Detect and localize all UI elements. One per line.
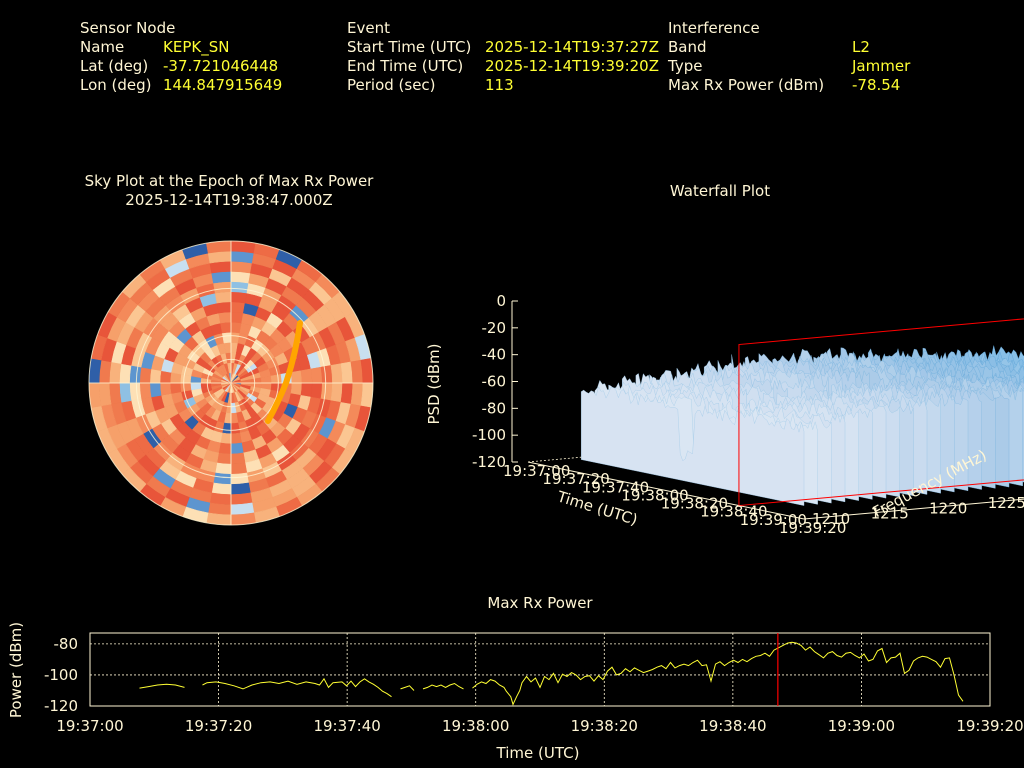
waterfall-epoch-plane bbox=[738, 318, 1024, 507]
event-end-value: 2025-12-14T19:39:20Z bbox=[485, 57, 659, 75]
waterfall-psd-tick-label: -100 bbox=[472, 426, 506, 444]
event-period-label: Period (sec) bbox=[347, 76, 436, 94]
max-rx-trace-segment bbox=[400, 685, 415, 691]
max-rx-x-tick-label: 19:38:00 bbox=[442, 717, 509, 735]
sky-plot-cells bbox=[89, 241, 373, 525]
max-rx-y-tick-label: -80 bbox=[54, 635, 79, 653]
sky-plot-title: Sky Plot at the Epoch of Max Rx Power bbox=[84, 172, 374, 190]
waterfall-time-tick-label: 19:38:00 bbox=[621, 486, 688, 504]
max-rx-trace-segment bbox=[202, 677, 392, 698]
waterfall-title: Waterfall Plot bbox=[669, 182, 771, 200]
max-rx-y-axis-label: Power (dBm) bbox=[7, 622, 25, 718]
max-rx-y-tick-label: -100 bbox=[44, 666, 78, 684]
sensor-name-label: Name bbox=[80, 38, 125, 56]
max-rx-x-tick-label: 19:37:20 bbox=[185, 717, 252, 735]
sensor-lon-value: 144.847915649 bbox=[163, 76, 283, 94]
waterfall-time-tick-label: 19:37:20 bbox=[542, 470, 609, 488]
max-rx-trace-segment bbox=[422, 682, 464, 690]
interference-maxrx-value: -78.54 bbox=[852, 76, 901, 94]
waterfall-frequency-tick-label: 1210 bbox=[812, 510, 850, 528]
event-end-label: End Time (UTC) bbox=[347, 57, 464, 75]
waterfall-psd-tick-label: -20 bbox=[482, 319, 507, 337]
waterfall-frequency-tick-label: 1225 bbox=[988, 494, 1024, 512]
sensor-lat-label: Lat (deg) bbox=[80, 57, 149, 75]
interference-band-value: L2 bbox=[852, 38, 870, 56]
event-title: Event bbox=[347, 19, 390, 37]
waterfall-psd-tick-label: -80 bbox=[482, 399, 507, 417]
event-start-value: 2025-12-14T19:37:27Z bbox=[485, 38, 659, 56]
waterfall-psd-tick-label: 0 bbox=[496, 292, 506, 310]
max-rx-x-axis-label: Time (UTC) bbox=[496, 744, 580, 762]
waterfall-psd-tick-label: -60 bbox=[482, 373, 507, 391]
interference-title: Interference bbox=[668, 19, 760, 37]
waterfall-time-tick-label: 19:38:20 bbox=[661, 495, 728, 513]
sensor-name-value: KEPK_SN bbox=[163, 38, 230, 56]
max-rx-grid bbox=[90, 633, 990, 706]
max-rx-x-tick-label: 19:39:20 bbox=[956, 717, 1023, 735]
waterfall-psd-tick-label: -120 bbox=[472, 453, 506, 471]
sensor-lon-label: Lon (deg) bbox=[80, 76, 152, 94]
waterfall-frequency-axis bbox=[803, 498, 1024, 520]
waterfall-frequency-tick-label: 1215 bbox=[871, 505, 909, 523]
max-rx-trace-segment bbox=[953, 674, 964, 702]
satellite-track bbox=[265, 320, 303, 424]
event-period-value: 113 bbox=[485, 76, 514, 94]
max-rx-trace bbox=[139, 641, 964, 706]
interference-type-value: Jammer bbox=[852, 57, 911, 75]
max-rx-x-tick-label: 19:39:00 bbox=[828, 717, 895, 735]
waterfall-time-axis bbox=[527, 461, 805, 520]
max-rx-x-tick-label: 19:37:40 bbox=[313, 717, 380, 735]
waterfall-time-tick-label: 19:37:00 bbox=[503, 462, 570, 480]
waterfall-epoch-marker bbox=[738, 318, 1024, 507]
max-rx-y-tick-label: -120 bbox=[44, 697, 78, 715]
max-rx-trace-segment bbox=[472, 641, 955, 706]
waterfall-psd-axis-label: PSD (dBm) bbox=[425, 343, 443, 424]
waterfall-time-tick-label: 19:39:00 bbox=[740, 511, 807, 529]
event-start-label: Start Time (UTC) bbox=[347, 38, 472, 56]
waterfall-time-tick-label: 19:38:40 bbox=[700, 503, 767, 521]
interference-maxrx-label: Max Rx Power (dBm) bbox=[668, 76, 825, 94]
max-rx-x-tick-label: 19:38:20 bbox=[571, 717, 638, 735]
interference-type-label: Type bbox=[668, 57, 703, 75]
sensor-lat-value: -37.721046448 bbox=[163, 57, 279, 75]
waterfall-time-tick-label: 19:37:40 bbox=[582, 478, 649, 496]
sky-plot-subtitle: 2025-12-14T19:38:47.000Z bbox=[125, 191, 333, 209]
max-rx-plot-frame bbox=[89, 632, 991, 707]
sky-plot-grid bbox=[88, 240, 374, 526]
waterfall-frequency-tick-label: 1220 bbox=[929, 499, 967, 517]
sensor-node-title: Sensor Node bbox=[80, 19, 176, 37]
sky-plot-satellite-track bbox=[265, 320, 303, 424]
max-rx-x-tick-label: 19:37:00 bbox=[56, 717, 123, 735]
waterfall-time-tick-label: 19:39:20 bbox=[779, 519, 846, 537]
waterfall-psd-tick-label: -40 bbox=[482, 346, 507, 364]
waterfall-surface bbox=[580, 345, 1024, 506]
max-rx-x-tick-label: 19:38:40 bbox=[699, 717, 766, 735]
max-rx-trace-segment bbox=[139, 683, 185, 689]
interference-band-label: Band bbox=[668, 38, 707, 56]
max-rx-ticks: 19:37:00 19:37:20 19:37:40 19:38:00 19:38:20… bbox=[44, 635, 1024, 735]
waterfall-slice bbox=[580, 386, 805, 506]
maxrx-chart-title: Max Rx Power bbox=[487, 594, 593, 612]
